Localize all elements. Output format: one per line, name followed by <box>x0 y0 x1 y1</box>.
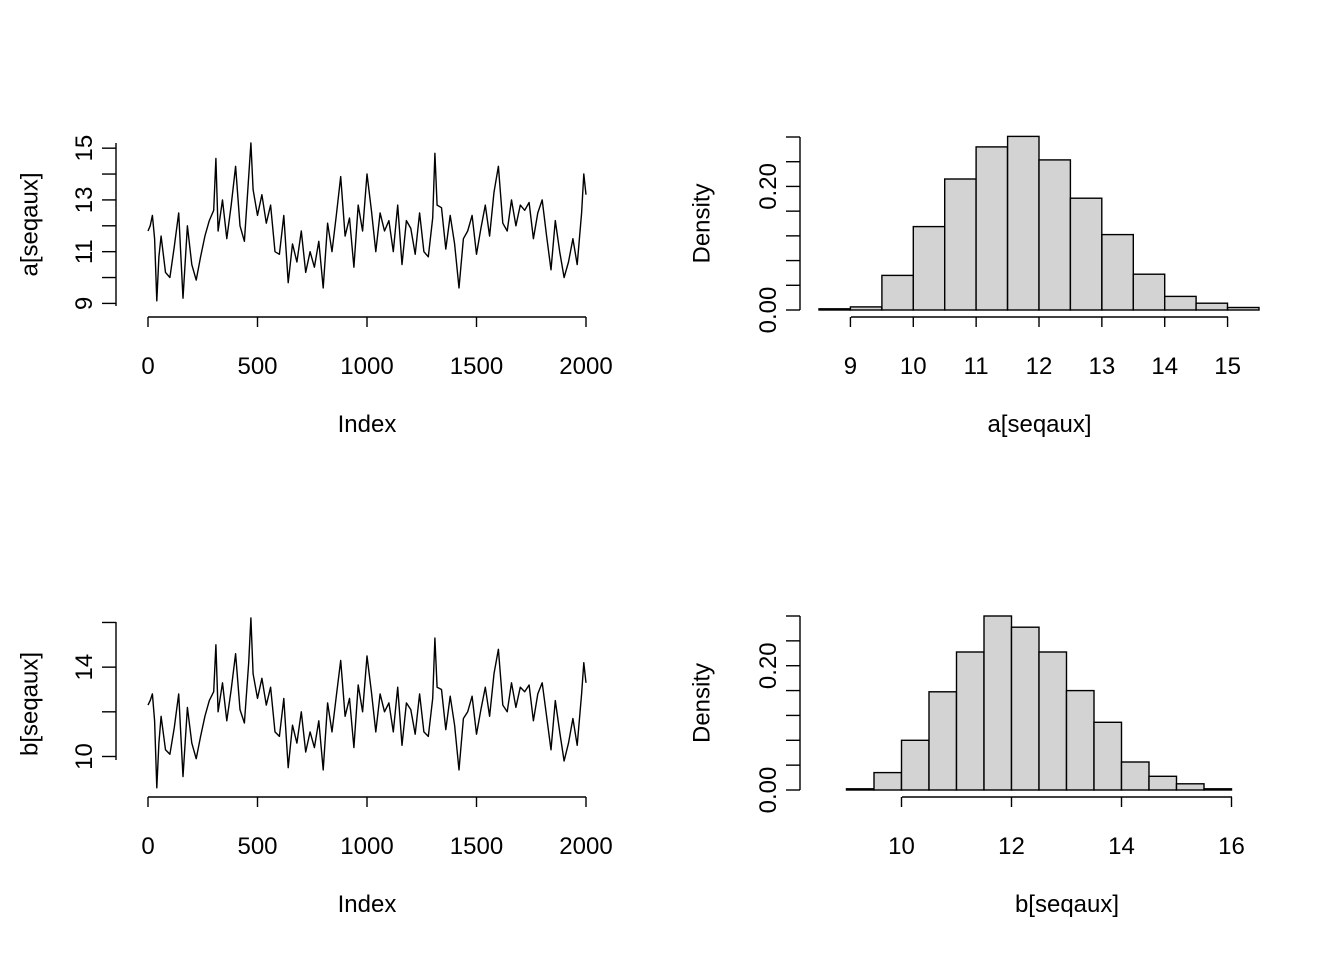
histogram-bar <box>1195 302 1229 311</box>
histogram-bar <box>1226 306 1260 311</box>
y-tick-label: 10 <box>71 743 98 770</box>
y-tick-label: 0.20 <box>755 163 782 210</box>
x-tick-label: 12 <box>1026 353 1053 380</box>
x-tick-label: 11 <box>964 353 989 380</box>
histogram-bar <box>845 788 875 791</box>
histogram-bar <box>1065 689 1095 791</box>
x-tick-label: 0 <box>141 353 154 380</box>
histogram-bar <box>983 615 1013 791</box>
histogram-bar <box>1010 626 1040 791</box>
histogram-bar <box>1175 783 1205 791</box>
x-tick-label: 1500 <box>450 353 503 380</box>
y-tick-label: 0.00 <box>755 767 782 814</box>
y-tick-label: 13 <box>71 187 98 214</box>
x-axis-label: b[seqaux] <box>1015 891 1119 918</box>
histogram-bar <box>1120 761 1150 791</box>
x-tick-label: 1000 <box>340 353 393 380</box>
x-tick-label: 14 <box>1151 353 1178 380</box>
histogram-bar <box>900 739 930 791</box>
histogram-bar <box>1006 135 1040 311</box>
x-tick-label: 1000 <box>340 833 393 860</box>
panel-4: 10 12 14 16 b[seqaux] 0.00 0.20 Density <box>689 615 1245 918</box>
x-tick-label: 10 <box>888 833 915 860</box>
histogram-bar <box>1093 721 1123 791</box>
y-tick-label: 14 <box>71 654 98 681</box>
y-axis-label: b[seqaux] <box>17 652 44 756</box>
histogram-bar <box>955 651 985 791</box>
y-axis-label: a[seqaux] <box>17 172 44 276</box>
histogram-bar <box>975 146 1009 311</box>
histogram-bar <box>944 178 977 311</box>
histogram-bar <box>881 274 915 311</box>
y-tick-label: 9 <box>71 297 98 310</box>
x-tick-label: 14 <box>1108 833 1135 860</box>
y-tick-label: 0.20 <box>755 642 782 689</box>
y-axis-label: Density <box>689 663 716 743</box>
histogram-bar <box>1038 159 1072 311</box>
x-tick-label: 12 <box>998 833 1025 860</box>
histogram-bar <box>928 691 958 791</box>
panel-3: 0 500 1000 1500 2000 Index 10 14 b[seqaux] <box>17 617 613 918</box>
x-tick-label: 1500 <box>450 833 503 860</box>
x-axis-label: a[seqaux] <box>987 411 1091 438</box>
x-tick-label: 2000 <box>559 353 612 380</box>
y-tick-label: 15 <box>71 135 98 162</box>
y-tick-label: 11 <box>71 239 98 264</box>
histogram-bar <box>1148 775 1178 791</box>
histogram-bar <box>1101 233 1135 311</box>
histogram-bar <box>912 225 946 311</box>
histogram-bar <box>1038 651 1068 791</box>
x-axis-label: Index <box>338 411 397 438</box>
histogram-bar <box>849 306 883 311</box>
histogram-bar <box>1069 197 1103 311</box>
histogram-bar <box>1132 273 1166 311</box>
trace-line <box>147 617 587 789</box>
x-tick-label: 10 <box>900 353 927 380</box>
x-tick-label: 16 <box>1218 833 1245 860</box>
x-tick-label: 9 <box>844 353 857 380</box>
histogram-bar <box>1163 295 1197 311</box>
histogram-bar <box>1203 788 1233 791</box>
x-axis-label: Index <box>338 891 397 918</box>
y-axis-label: Density <box>689 183 716 263</box>
x-tick-label: 2000 <box>559 833 612 860</box>
x-tick-label: 500 <box>237 353 277 380</box>
histogram-bar <box>873 771 903 791</box>
x-tick-label: 15 <box>1214 353 1241 380</box>
x-tick-label: 0 <box>141 833 154 860</box>
histogram-bar <box>818 308 852 311</box>
panel-1: 0 500 1000 1500 2000 Index 9 11 13 15 a[seqaux] <box>17 135 613 438</box>
y-tick-label: 0.00 <box>755 287 782 334</box>
trace-line <box>147 142 587 302</box>
x-tick-label: 13 <box>1089 353 1116 380</box>
x-tick-label: 500 <box>237 833 277 860</box>
panel-2: 9 10 11 12 13 14 15 a[seqaux] 0.00 0.20 Density <box>689 135 1260 438</box>
